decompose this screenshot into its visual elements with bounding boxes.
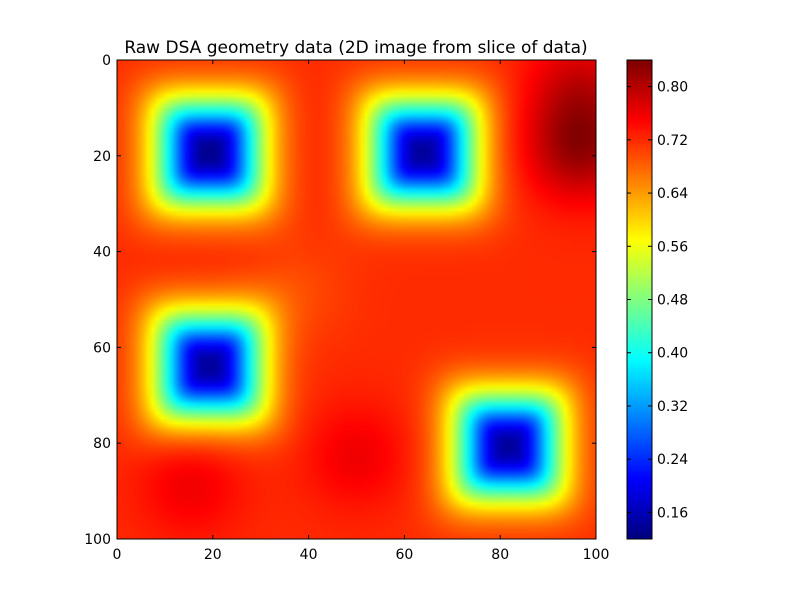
x-tick-label: 20 (204, 547, 222, 563)
y-tick-label: 60 (93, 340, 111, 356)
colorbar-tick-label: 0.40 (657, 346, 688, 362)
x-axis: 0 20 40 60 80 100 (113, 60, 610, 563)
colorbar-tick-label: 0.24 (657, 452, 688, 468)
y-tick-label: 100 (84, 532, 111, 548)
x-tick-label: 100 (583, 547, 610, 563)
y-tick-label: 80 (93, 436, 111, 452)
colorbar-axis: 0.16 0.24 0.32 0.40 0.48 0.56 0.64 0.72 0.80 (627, 80, 688, 521)
colorbar-tick-label: 0.80 (657, 80, 688, 96)
x-tick-label: 80 (491, 547, 509, 563)
heatmap-plot: 0 20 40 60 80 100 0 20 40 60 80 100 (84, 53, 609, 563)
colorbar-tick-label: 0.32 (657, 399, 688, 415)
y-tick-label: 0 (102, 53, 111, 69)
y-tick-label: 40 (93, 245, 111, 261)
colorbar-tick-label: 0.48 (657, 293, 688, 309)
y-axis: 0 20 40 60 80 100 (84, 53, 596, 548)
colorbar: 0.16 0.24 0.32 0.40 0.48 0.56 0.64 0.72 0.80 (626, 59, 688, 540)
x-tick-label: 40 (300, 547, 318, 563)
colorbar-tick-label: 0.72 (657, 133, 688, 149)
chart-title: Raw DSA geometry data (2D image from sli… (124, 38, 587, 58)
plot-frame (116, 59, 597, 540)
colorbar-tick-label: 0.16 (657, 505, 688, 521)
heatmap-image (117, 60, 596, 539)
colorbar-gradient (627, 60, 652, 539)
colorbar-tick-label: 0.64 (657, 186, 688, 202)
x-tick-label: 0 (113, 547, 122, 563)
x-tick-label: 60 (395, 547, 413, 563)
colorbar-tick-label: 0.56 (657, 239, 688, 255)
y-tick-label: 20 (93, 149, 111, 165)
